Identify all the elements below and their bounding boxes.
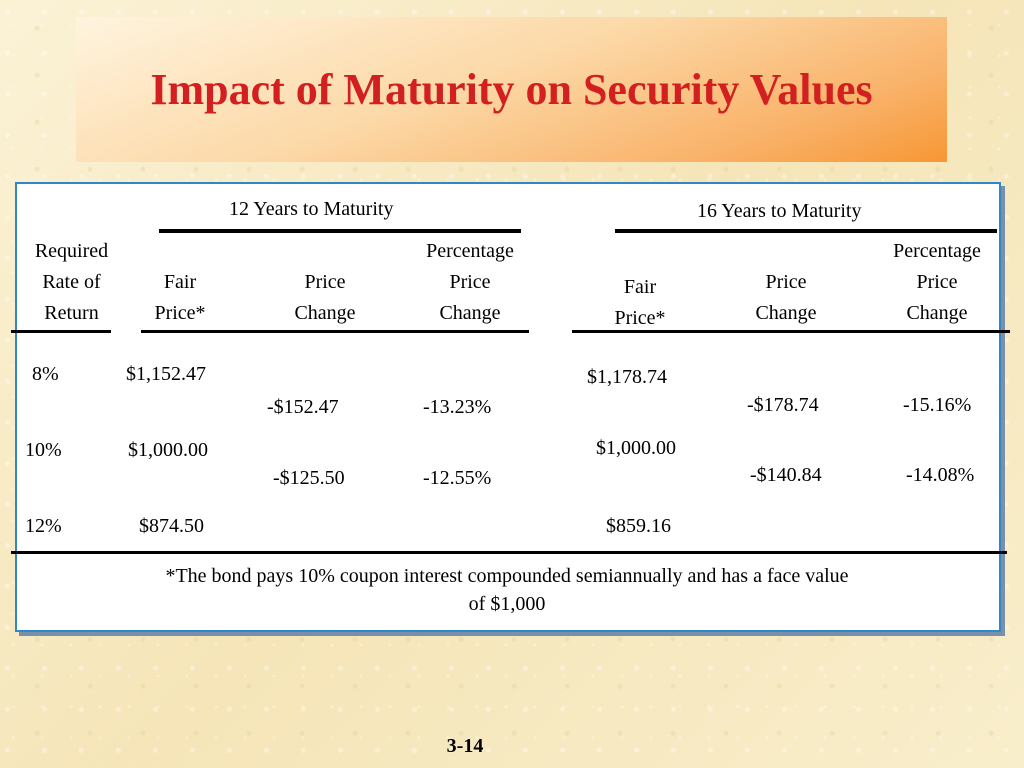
- maturity-table: 12 Years to Maturity 16 Years to Maturit…: [11, 182, 1010, 632]
- header-line: Change: [439, 302, 501, 324]
- row-fair-price-16: $859.16: [606, 515, 671, 537]
- row-price-change-12: -$125.50: [273, 467, 345, 489]
- header-line: Price*: [614, 307, 666, 329]
- row-fair-price-12: $1,000.00: [128, 439, 208, 461]
- header-line: Change: [294, 302, 356, 324]
- header-fair-price-12: Fair Price*: [130, 267, 230, 329]
- row-fair-price-16: $1,000.00: [596, 437, 676, 459]
- header-line: Price: [916, 271, 958, 293]
- header-fair-price-16: Fair Price*: [590, 272, 690, 334]
- row-rate: 8%: [32, 363, 59, 385]
- row-rate: 12%: [25, 515, 62, 537]
- title-banner: Impact of Maturity on Security Values: [76, 17, 947, 162]
- group-header-16-years: 16 Years to Maturity: [697, 200, 862, 222]
- header-rule: [572, 330, 1010, 333]
- row-pct-change-12: -12.55%: [423, 467, 492, 489]
- header-line: Fair: [163, 271, 197, 293]
- footnote-line: of $1,000: [468, 593, 546, 615]
- row-pct-change-16: -15.16%: [903, 394, 972, 416]
- row-price-change-12: -$152.47: [267, 396, 339, 418]
- header-pct-change-16: Percentage Price Change: [872, 236, 1002, 329]
- header-line: Rate of: [42, 271, 101, 293]
- header-line: Price: [304, 271, 346, 293]
- header-line: Price: [765, 271, 807, 293]
- header-price-change-16: Price Change: [736, 267, 836, 329]
- page-number: 3-14: [446, 735, 484, 757]
- row-price-change-16: -$140.84: [750, 464, 822, 486]
- row-pct-change-12: -13.23%: [423, 396, 492, 418]
- row-fair-price-12: $874.50: [139, 515, 204, 537]
- header-pct-change-12: Percentage Price Change: [405, 236, 535, 329]
- header-line: Percentage: [893, 240, 981, 262]
- row-fair-price-16: $1,178.74: [587, 366, 667, 388]
- row-rate: 10%: [25, 439, 62, 461]
- header-line: Change: [906, 302, 968, 324]
- group-underline-12: [159, 229, 521, 233]
- header-price-change-12: Price Change: [275, 267, 375, 329]
- header-line: Price: [449, 271, 491, 293]
- header-line: Percentage: [426, 240, 514, 262]
- header-line: Change: [755, 302, 817, 324]
- header-required-rate: Required Rate of Return: [19, 236, 124, 329]
- header-line: Required: [34, 240, 109, 262]
- table-bottom-rule: [11, 551, 1007, 554]
- group-underline-16: [615, 229, 997, 233]
- header-line: Price*: [154, 302, 206, 324]
- group-header-12-years: 12 Years to Maturity: [229, 198, 394, 220]
- slide-title: Impact of Maturity on Security Values: [150, 65, 873, 114]
- header-line: Return: [44, 302, 99, 324]
- footnote: *The bond pays 10% coupon interest compo…: [57, 562, 957, 618]
- row-fair-price-12: $1,152.47: [126, 363, 206, 385]
- header-rule: [11, 330, 111, 333]
- header-line: Fair: [623, 276, 657, 298]
- row-pct-change-16: -14.08%: [906, 464, 975, 486]
- row-price-change-16: -$178.74: [747, 394, 819, 416]
- footnote-line: *The bond pays 10% coupon interest compo…: [165, 565, 849, 587]
- header-rule: [141, 330, 529, 333]
